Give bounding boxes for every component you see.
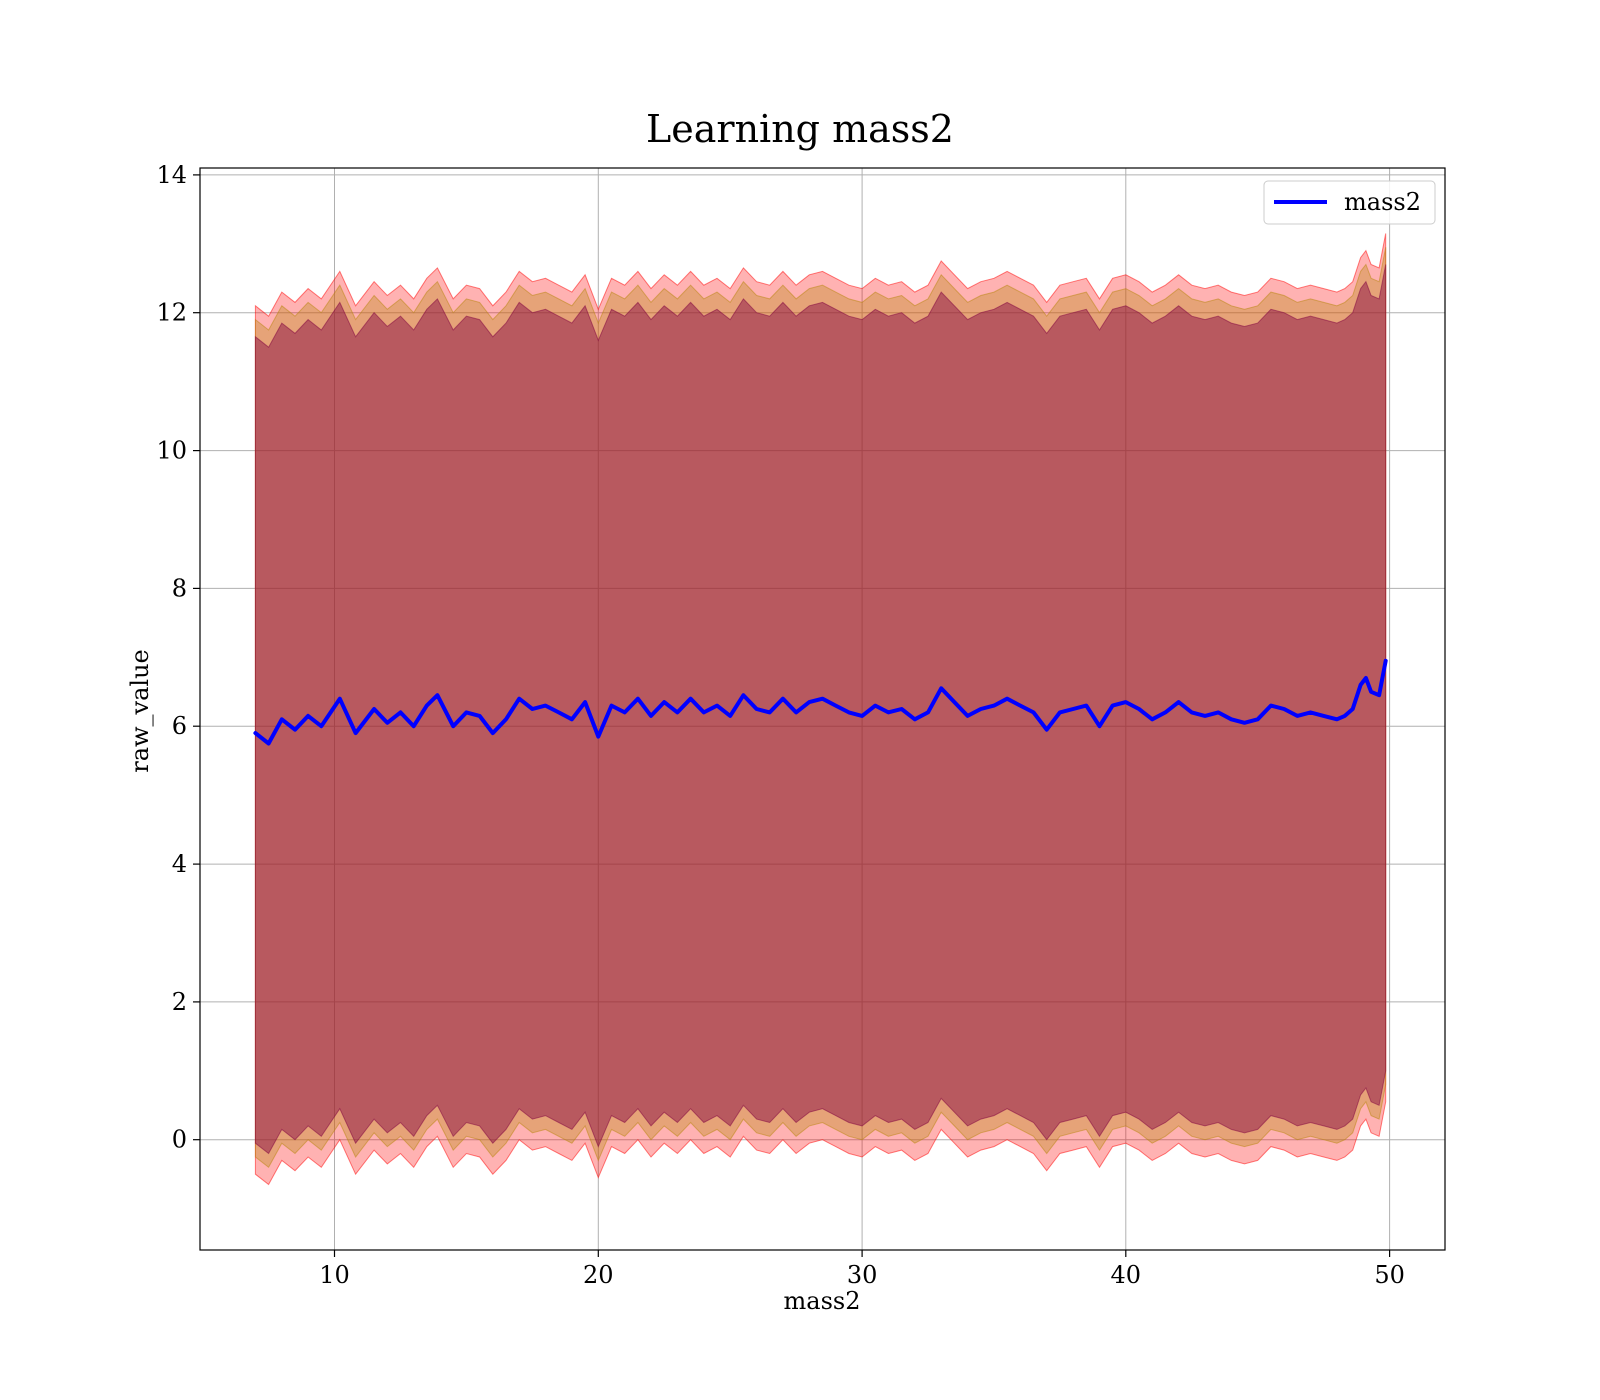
band-inner [254,264,1387,1155]
legend-label-mass2: mass2 [1344,188,1421,216]
x-axis-label: mass2 [784,1287,861,1315]
y-tick-label: 2 [172,988,187,1016]
chart-title: Learning mass2 [646,107,954,151]
x-tick-label: 20 [583,1261,614,1289]
y-tick-label: 4 [172,850,187,878]
x-tick-label: 40 [1111,1261,1142,1289]
x-tick-layer: 10 20 30 40 50 [319,1250,1405,1289]
legend: mass2 [1263,180,1436,225]
y-tick-label: 14 [156,161,187,189]
y-axis-label: raw_value [126,649,154,773]
band-outer [254,233,1387,1186]
y-tick-label: 12 [156,299,187,327]
band-middle [254,247,1387,1169]
y-tick-label: 6 [172,712,187,740]
y-tick-label: 0 [172,1126,187,1154]
x-tick-label: 50 [1374,1261,1405,1289]
y-tick-layer: 0 2 4 6 8 10 12 14 [156,161,200,1154]
y-tick-label: 8 [172,574,187,602]
plot-frame [199,167,1446,1251]
x-tick-label: 10 [319,1261,350,1289]
series-line-mass2 [253,658,1388,746]
line-layer [253,658,1388,746]
x-tick-label: 30 [847,1261,878,1289]
legend-box [1263,180,1436,225]
band-layer [254,233,1387,1186]
y-tick-label: 10 [156,437,187,465]
